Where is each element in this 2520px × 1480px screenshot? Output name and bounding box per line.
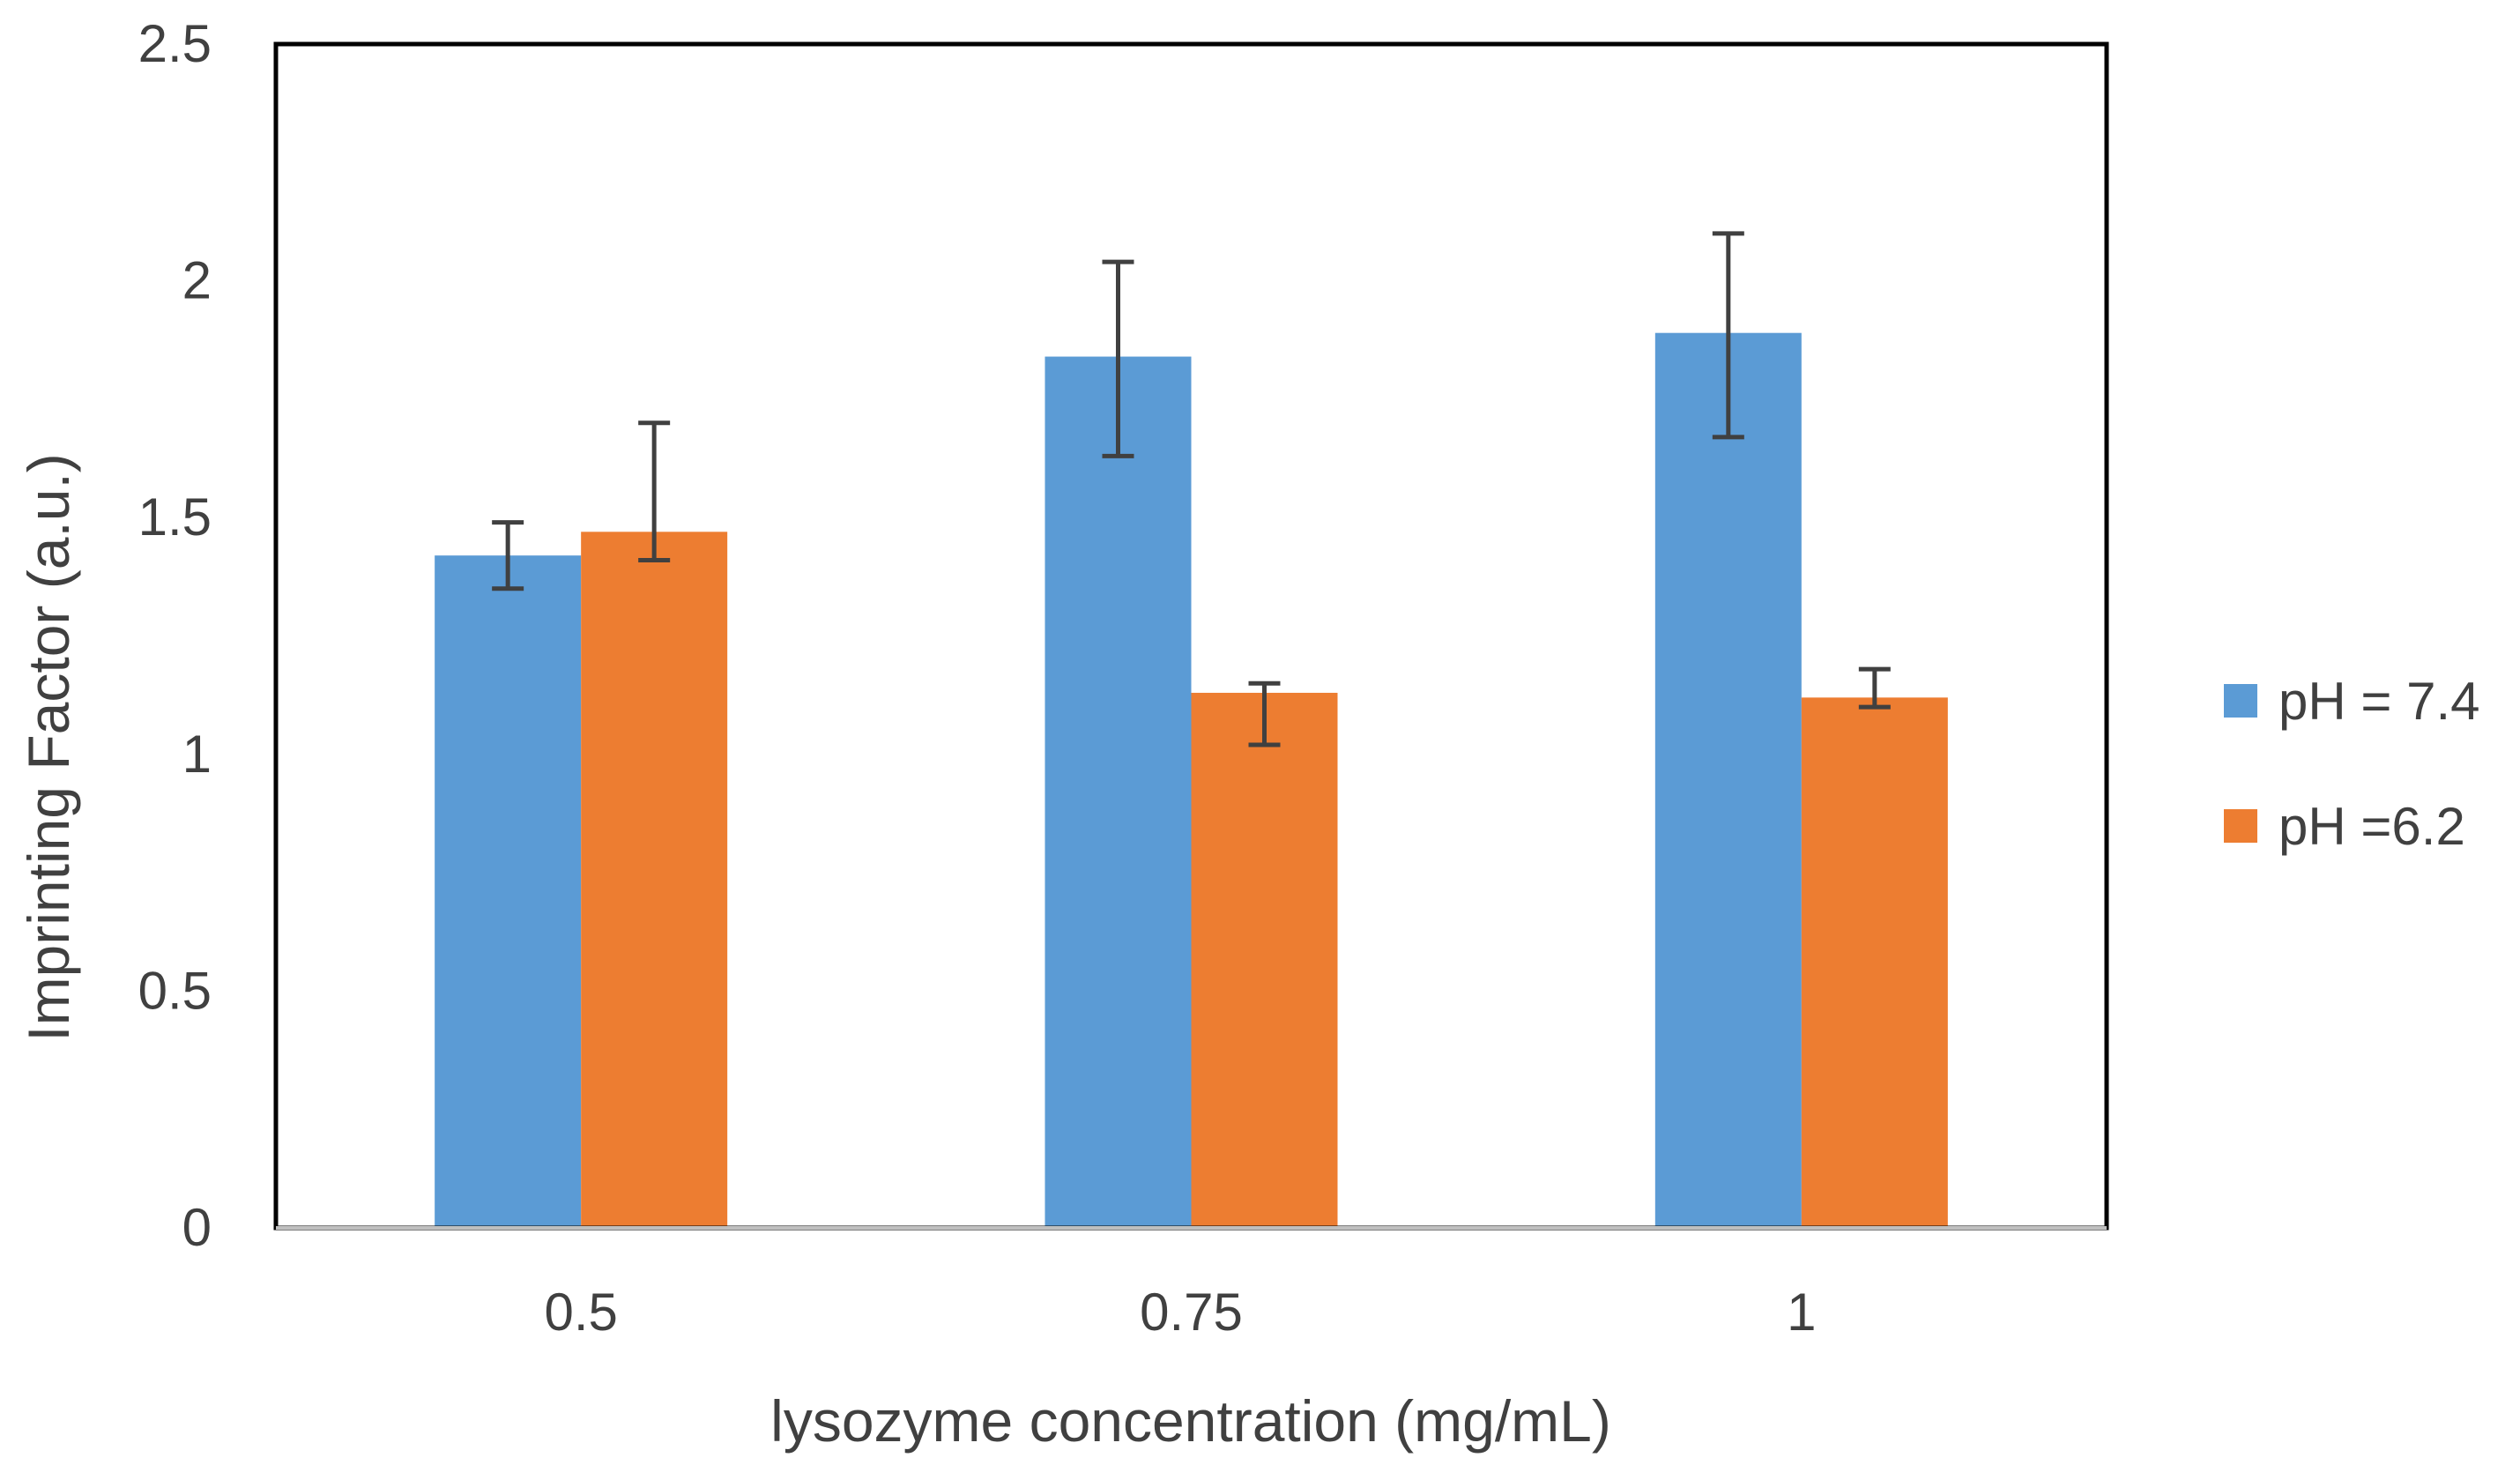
error-bar-1-0_75 — [1102, 259, 1134, 458]
bar-2-0_75 — [1191, 692, 1338, 1228]
legend: pH = 7.4 pH =6.2 — [2224, 672, 2480, 856]
y-tick-label: 0.5 — [138, 961, 212, 1020]
bars-layer — [435, 332, 1948, 1228]
x-axis-title: lysozyme concentration (mg/mL) — [770, 1388, 1611, 1454]
x-tick-label: 0.75 — [1140, 1283, 1243, 1342]
y-tick-labels: 0 0.5 1 1.5 2 2.5 — [138, 14, 212, 1257]
y-tick-label: 2 — [182, 251, 212, 310]
bar-1-0_75 — [1044, 356, 1192, 1228]
legend-item: pH = 7.4 — [2224, 672, 2480, 731]
bar-2-1 — [1801, 697, 1948, 1228]
y-tick-label: 1 — [182, 725, 212, 784]
x-tick-label: 1 — [1787, 1283, 1816, 1342]
x-tick-label: 0.5 — [544, 1283, 617, 1342]
y-axis-title: Imprinting Factor (a.u.) — [16, 453, 81, 1042]
error-bar-1-0_5 — [492, 520, 524, 591]
legend-label: pH = 7.4 — [2278, 672, 2480, 731]
bar-2-0_5 — [581, 532, 728, 1228]
y-tick-label: 1.5 — [138, 487, 212, 547]
bar-1-0_5 — [435, 555, 582, 1228]
bar-1-1 — [1654, 332, 1802, 1228]
x-tick-labels: 0.5 0.75 1 — [544, 1283, 1816, 1342]
legend-item: pH =6.2 — [2224, 797, 2465, 856]
y-tick-label: 0 — [182, 1198, 212, 1257]
error-bars-layer — [492, 231, 1891, 747]
legend-swatch — [2224, 809, 2257, 843]
error-bar-1-1 — [1712, 231, 1744, 440]
error-bar-2-1 — [1858, 666, 1891, 710]
error-bar-2-0_75 — [1248, 681, 1281, 747]
legend-swatch — [2224, 684, 2257, 718]
y-tick-label: 2.5 — [138, 14, 212, 73]
error-bar-2-0_5 — [638, 420, 671, 563]
legend-label: pH =6.2 — [2278, 797, 2465, 856]
